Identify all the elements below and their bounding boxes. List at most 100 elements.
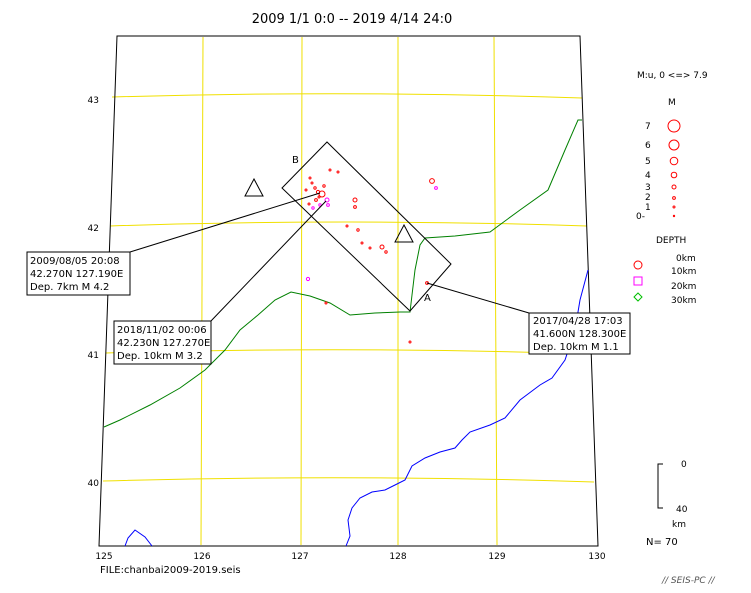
depth-level: 10km — [671, 267, 696, 277]
epicenter-marker — [317, 195, 321, 199]
magnitude-level: 0- — [636, 212, 645, 222]
magnitude-range: M:u, 0 <=> 7.9 — [637, 71, 708, 81]
lon-label: 128 — [389, 552, 406, 562]
epicenter-marker — [352, 197, 358, 203]
depth-square-icon — [633, 276, 643, 286]
border-line — [103, 119, 582, 428]
callout-2-line1: 2018/11/02 00:06 — [117, 325, 207, 336]
magnitude-level: 3 — [645, 183, 651, 193]
epicenter-marker — [356, 228, 360, 232]
depth-scale-top: 0 — [681, 460, 687, 470]
callout-1-line2: 42.270N 127.190E — [30, 269, 123, 280]
depth-circle-icon — [633, 260, 643, 270]
callout-leader — [209, 200, 327, 323]
epicenter-marker — [311, 206, 315, 210]
epicenter-marker — [307, 202, 311, 206]
parallel-40 — [102, 477, 595, 483]
parallel-43 — [111, 93, 583, 99]
epicenter-marker — [324, 197, 330, 203]
cross-section-box — [281, 141, 452, 312]
volcano-triangle-icon — [394, 223, 414, 243]
epicenter-marker — [368, 246, 372, 250]
callout-2-line2: 42.230N 127.270E — [117, 338, 210, 349]
callout-1: 2009/08/05 20:08 42.270N 127.190E Dep. 7… — [26, 251, 131, 296]
lon-label: 127 — [291, 552, 308, 562]
callout-leader — [426, 282, 530, 314]
lon-label: 130 — [588, 552, 605, 562]
event-count: N= 70 — [646, 537, 678, 548]
lon-label: 129 — [488, 552, 505, 562]
lon-axis-labels: 125 126 127 128 129 130 — [95, 552, 605, 562]
callout-2: 2018/11/02 00:06 42.230N 127.270E Dep. 1… — [113, 320, 212, 365]
map-title: 2009 1/1 0:0 -- 2019 4/14 24:0 — [252, 12, 453, 27]
epicenter-marker — [318, 190, 326, 198]
epicenter-marker — [429, 178, 435, 184]
epicenter-marker — [324, 301, 328, 305]
depth-level: 20km — [671, 282, 696, 292]
magnitude-level: 2 — [645, 193, 651, 203]
epicenter-marker — [314, 198, 318, 202]
magnitude-level: 5 — [645, 157, 651, 167]
epicenter-marker — [318, 203, 322, 207]
magnitude-symbol-icon — [668, 139, 680, 151]
epicenter-marker — [326, 203, 330, 207]
magnitude-title: M — [668, 98, 676, 108]
magnitude-level: 6 — [645, 141, 651, 151]
depth-title: DEPTH — [656, 236, 686, 246]
section-label-b: B — [292, 155, 299, 166]
volcano-triangle-icon — [244, 177, 264, 197]
magnitude-symbol-icon — [672, 205, 676, 209]
epicenter-marker — [305, 276, 311, 282]
callout-3-line1: 2017/04/28 17:03 — [533, 316, 623, 327]
epicenter-marker — [322, 184, 326, 188]
depth-scale: 0 40 km — [657, 460, 688, 530]
lon-label: 125 — [95, 552, 112, 562]
callout-3: 2017/04/28 17:03 41.600N 128.300E Dep. 1… — [528, 312, 631, 355]
magnitude-legend: M:u, 0 <=> 7.9 M 7 6 5 4 3 2 1 0- — [636, 71, 708, 222]
section-label-a: A — [424, 293, 431, 304]
depth-scale-bar — [657, 463, 663, 509]
river-line — [345, 269, 589, 547]
meridian-129 — [493, 36, 498, 546]
magnitude-level: 1 — [645, 203, 651, 213]
magnitude-level: 4 — [645, 171, 651, 181]
lat-label: 40 — [88, 479, 100, 489]
parallel-42 — [109, 221, 588, 227]
lat-label: 43 — [88, 96, 99, 106]
depth-diamond-icon — [633, 292, 643, 302]
graticule — [102, 36, 595, 546]
magnitude-symbols — [667, 119, 681, 218]
epicenter-marker — [353, 205, 357, 209]
callout-leaders — [129, 192, 530, 323]
callout-2-line3: Dep. 10km M 3.2 — [117, 351, 203, 362]
depth-legend: DEPTH 0km 10km 20km 30km — [633, 236, 696, 306]
lat-axis-labels: 43 42 41 40 — [88, 96, 100, 489]
magnitude-symbol-icon — [669, 156, 679, 166]
meridian-127 — [300, 36, 303, 546]
magnitude-symbol-icon — [672, 214, 676, 218]
depth-scale-unit: km — [672, 520, 686, 530]
magnitude-levels: 7 6 5 4 3 2 1 0- — [636, 122, 651, 222]
file-label: FILE:chanbai2009-2019.seis — [100, 565, 241, 576]
brand-label: // SEIS-PC // — [661, 576, 716, 586]
epicenter-marker — [408, 340, 412, 344]
depth-level: 0km — [676, 254, 696, 264]
lat-label: 42 — [88, 224, 99, 234]
magnitude-symbol-icon — [670, 171, 678, 179]
epicenter-marker — [336, 170, 340, 174]
callout-1-line3: Dep. 7km M 4.2 — [30, 282, 109, 293]
magnitude-symbol-icon — [671, 184, 677, 190]
callout-1-line1: 2009/08/05 20:08 — [30, 256, 120, 267]
river-line-west — [124, 529, 153, 547]
epicenters — [304, 168, 438, 344]
epicenter-marker — [345, 224, 349, 228]
epicenter-marker — [308, 176, 312, 180]
depth-scale-bottom: 40 — [676, 505, 688, 515]
lon-label: 126 — [193, 552, 210, 562]
callout-leader — [129, 192, 321, 253]
lat-label: 41 — [88, 351, 99, 361]
epicenter-marker — [379, 244, 385, 250]
magnitude-symbol-icon — [667, 119, 681, 133]
depth-level: 30km — [671, 296, 696, 306]
